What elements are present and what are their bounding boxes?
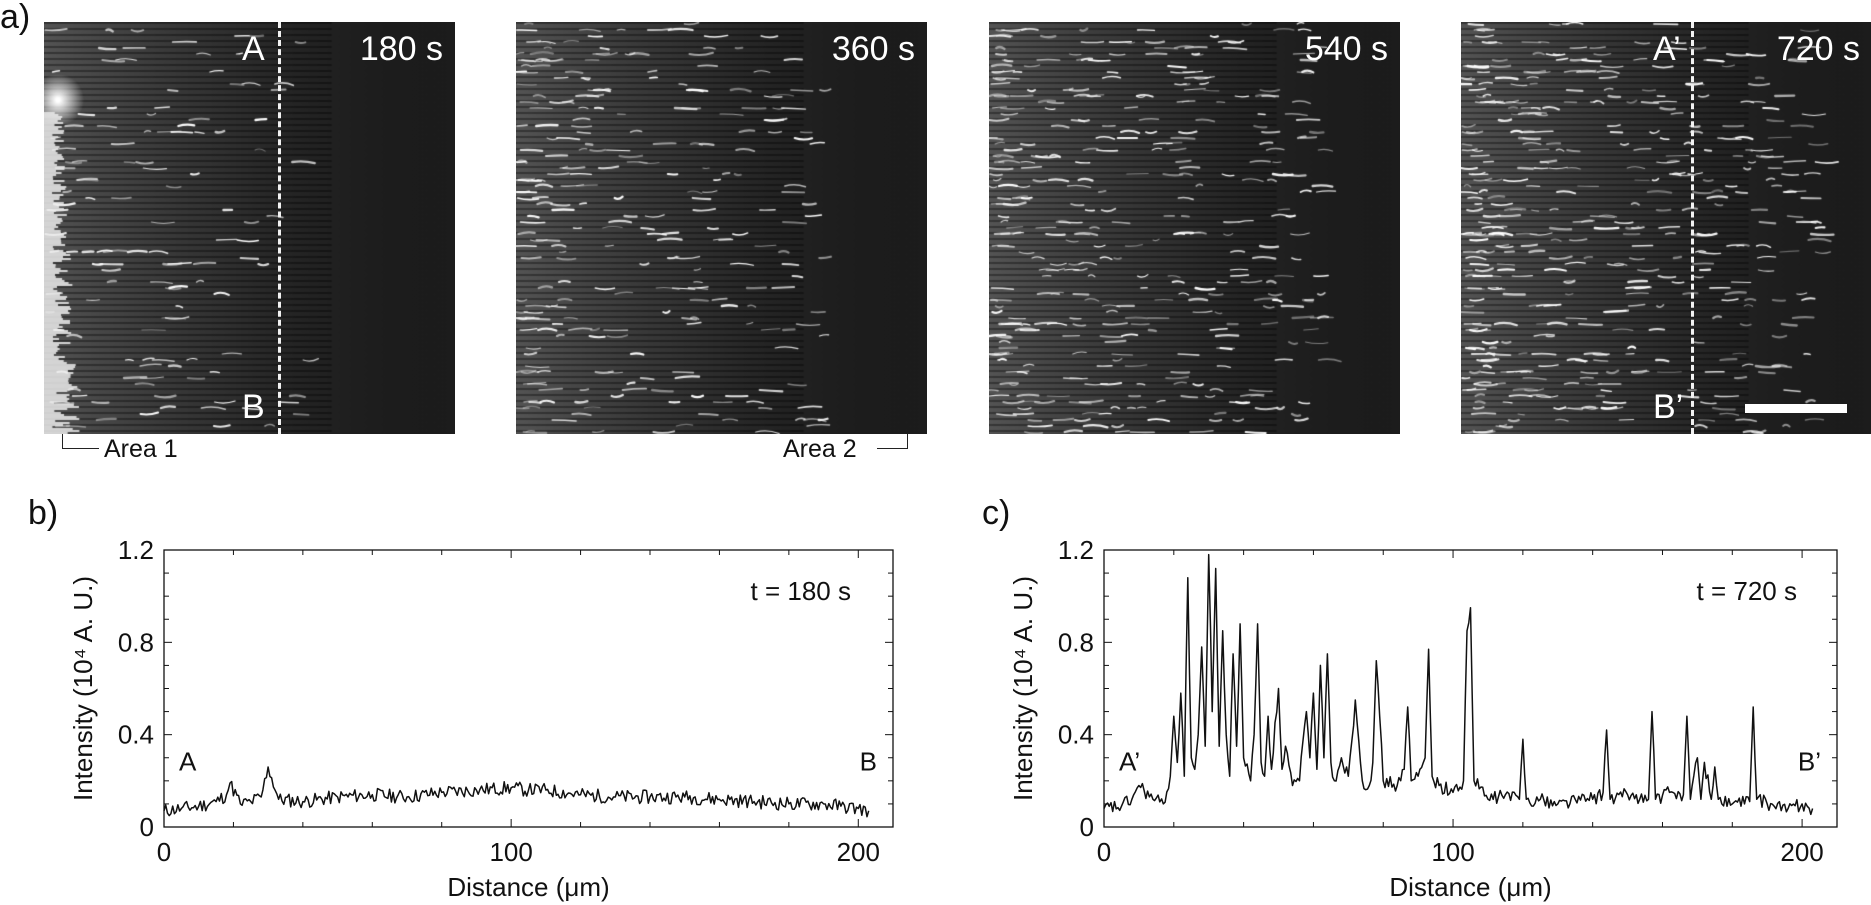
- start-label: A’: [1119, 746, 1140, 776]
- x-tick-label: 200: [837, 837, 880, 867]
- x-tick-label: 0: [1097, 837, 1111, 867]
- x-axis-label: Distance (μm): [447, 872, 609, 902]
- x-tick-label: 0: [157, 837, 171, 867]
- x-tick-label: 100: [489, 837, 532, 867]
- x-tick-label: 100: [1431, 837, 1474, 867]
- dashed-line-ab: [278, 22, 281, 434]
- end-label: B: [860, 746, 877, 776]
- time-label: 720 s: [1776, 30, 1860, 68]
- y-tick-label: 1.2: [118, 535, 154, 565]
- area2-bracket: [877, 434, 908, 449]
- area-1-label: Area 1: [104, 435, 178, 463]
- marker-b-prime: B’: [1653, 388, 1684, 426]
- x-tick-label: 200: [1780, 837, 1823, 867]
- micrograph-image: [516, 22, 927, 434]
- time-annotation: t = 180 s: [751, 576, 851, 606]
- area-2-label: Area 2: [783, 435, 857, 463]
- micrograph-180s: A B 180 s: [44, 22, 455, 434]
- micrograph-360s: 360 s: [516, 22, 927, 434]
- marker-b: B: [242, 388, 265, 426]
- chart-c: 0 0.4 0.8 1.2 0 100 200 Distance (μm) Intensity …: [1008, 535, 1838, 902]
- micrograph-540s: 540 s: [989, 22, 1400, 434]
- y-tick-label: 0: [140, 812, 154, 842]
- time-label: 360 s: [831, 30, 915, 68]
- y-tick-label: 0.4: [118, 720, 154, 750]
- intensity-series-line: [163, 766, 870, 818]
- y-tick-label: 0.4: [1058, 720, 1094, 750]
- time-label: 540 s: [1304, 30, 1388, 68]
- intensity-series-line: [1103, 553, 1814, 816]
- micrograph-image: [44, 22, 455, 434]
- micrograph-720s: A’ B’ 720 s: [1461, 22, 1871, 434]
- x-axis-label: Distance (μm): [1389, 872, 1551, 902]
- panel-label-b: b): [28, 494, 59, 532]
- area1-bracket: [62, 434, 99, 449]
- y-tick-label: 0.8: [118, 627, 154, 657]
- y-tick-label: 0.8: [1058, 627, 1094, 657]
- chart-b: 0 0.4 0.8 1.2 0 100 200 Distance (μm) Intensity …: [68, 535, 894, 902]
- y-axis-label: Intensity (10⁴ A. U.): [68, 576, 98, 801]
- time-label: 180 s: [359, 30, 443, 68]
- marker-a: A: [242, 30, 265, 68]
- time-annotation: t = 720 s: [1697, 576, 1797, 606]
- y-tick-label: 0: [1080, 812, 1094, 842]
- panel-label-c: c): [982, 494, 1011, 532]
- y-axis-label: Intensity (10⁴ A. U.): [1008, 576, 1038, 801]
- marker-a-prime: A’: [1653, 30, 1681, 68]
- end-label: B’: [1798, 746, 1821, 776]
- micrograph-image: [989, 22, 1400, 434]
- dashed-line-ab-prime: [1691, 22, 1694, 434]
- scale-bar: [1745, 404, 1847, 413]
- panel-label-a: a): [0, 0, 31, 36]
- start-label: A: [179, 746, 197, 776]
- micrograph-image: [1461, 22, 1871, 434]
- y-tick-label: 1.2: [1058, 535, 1094, 565]
